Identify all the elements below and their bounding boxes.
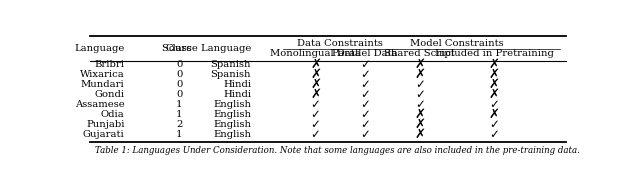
Text: ✓: ✓: [310, 108, 321, 121]
Text: ✗: ✗: [310, 58, 321, 71]
Text: ✗: ✗: [414, 118, 426, 131]
Text: Source Language: Source Language: [162, 44, 251, 53]
Text: 1: 1: [176, 130, 182, 139]
Text: ✓: ✓: [310, 98, 321, 111]
Text: Assamese: Assamese: [75, 100, 125, 109]
Text: 1: 1: [176, 100, 182, 109]
Text: ✗: ✗: [488, 68, 500, 81]
Text: ✗: ✗: [310, 78, 321, 91]
Text: ✓: ✓: [360, 98, 370, 111]
Text: 0: 0: [176, 90, 182, 99]
Text: Gondi: Gondi: [95, 90, 125, 99]
Text: Bribri: Bribri: [95, 60, 125, 69]
Text: 0: 0: [176, 80, 182, 89]
Text: ✓: ✓: [310, 128, 321, 141]
Text: ✗: ✗: [488, 108, 500, 121]
Text: Hindi: Hindi: [223, 90, 251, 99]
Text: Punjabi: Punjabi: [86, 120, 125, 129]
Text: ✗: ✗: [414, 108, 426, 121]
Text: ✓: ✓: [360, 88, 370, 101]
Text: 1: 1: [176, 110, 182, 119]
Text: Odia: Odia: [101, 110, 125, 119]
Text: Hindi: Hindi: [223, 80, 251, 89]
Text: ✗: ✗: [310, 88, 321, 101]
Text: Data Constraints: Data Constraints: [298, 39, 383, 48]
Text: ✗: ✗: [488, 78, 500, 91]
Text: ✓: ✓: [415, 78, 425, 91]
Text: 0: 0: [176, 60, 182, 69]
Text: 0: 0: [176, 70, 182, 79]
Text: Language: Language: [74, 44, 125, 53]
Text: English: English: [213, 120, 251, 129]
Text: ✓: ✓: [360, 128, 370, 141]
Text: Gujarati: Gujarati: [83, 130, 125, 139]
Text: ✓: ✓: [489, 128, 499, 141]
Text: ✓: ✓: [360, 108, 370, 121]
Text: Table 1: Languages Under Consideration. Note that some languages are also includ: Table 1: Languages Under Consideration. …: [95, 145, 580, 155]
Text: Model Constraints: Model Constraints: [410, 39, 504, 48]
Text: ✗: ✗: [310, 68, 321, 81]
Text: ✗: ✗: [414, 68, 426, 81]
Text: Spanish: Spanish: [211, 60, 251, 69]
Text: ✗: ✗: [414, 58, 426, 71]
Text: ✓: ✓: [415, 98, 425, 111]
Text: ✓: ✓: [360, 68, 370, 81]
Text: ✓: ✓: [415, 88, 425, 101]
Text: Spanish: Spanish: [211, 70, 251, 79]
Text: ✓: ✓: [489, 98, 499, 111]
Text: ✗: ✗: [488, 88, 500, 101]
Text: Included in Pretraining: Included in Pretraining: [435, 49, 554, 58]
Text: English: English: [213, 130, 251, 139]
Text: Mundari: Mundari: [81, 80, 125, 89]
Text: ✗: ✗: [488, 58, 500, 71]
Text: English: English: [213, 100, 251, 109]
Text: Monolingual Data: Monolingual Data: [270, 49, 361, 58]
Text: English: English: [213, 110, 251, 119]
Text: ✓: ✓: [310, 118, 321, 131]
Text: Class: Class: [166, 44, 193, 53]
Text: Shared Script: Shared Script: [385, 49, 455, 58]
Text: ✓: ✓: [360, 58, 370, 71]
Text: Parallel Data: Parallel Data: [332, 49, 398, 58]
Text: ✓: ✓: [360, 78, 370, 91]
Text: 2: 2: [176, 120, 182, 129]
Text: ✓: ✓: [360, 118, 370, 131]
Text: ✓: ✓: [489, 118, 499, 131]
Text: Wixarica: Wixarica: [80, 70, 125, 79]
Text: ✗: ✗: [414, 128, 426, 141]
